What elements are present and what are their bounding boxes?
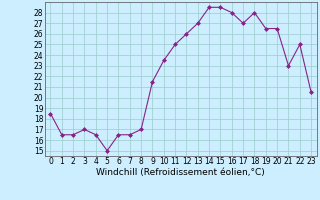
X-axis label: Windchill (Refroidissement éolien,°C): Windchill (Refroidissement éolien,°C) (96, 168, 265, 177)
